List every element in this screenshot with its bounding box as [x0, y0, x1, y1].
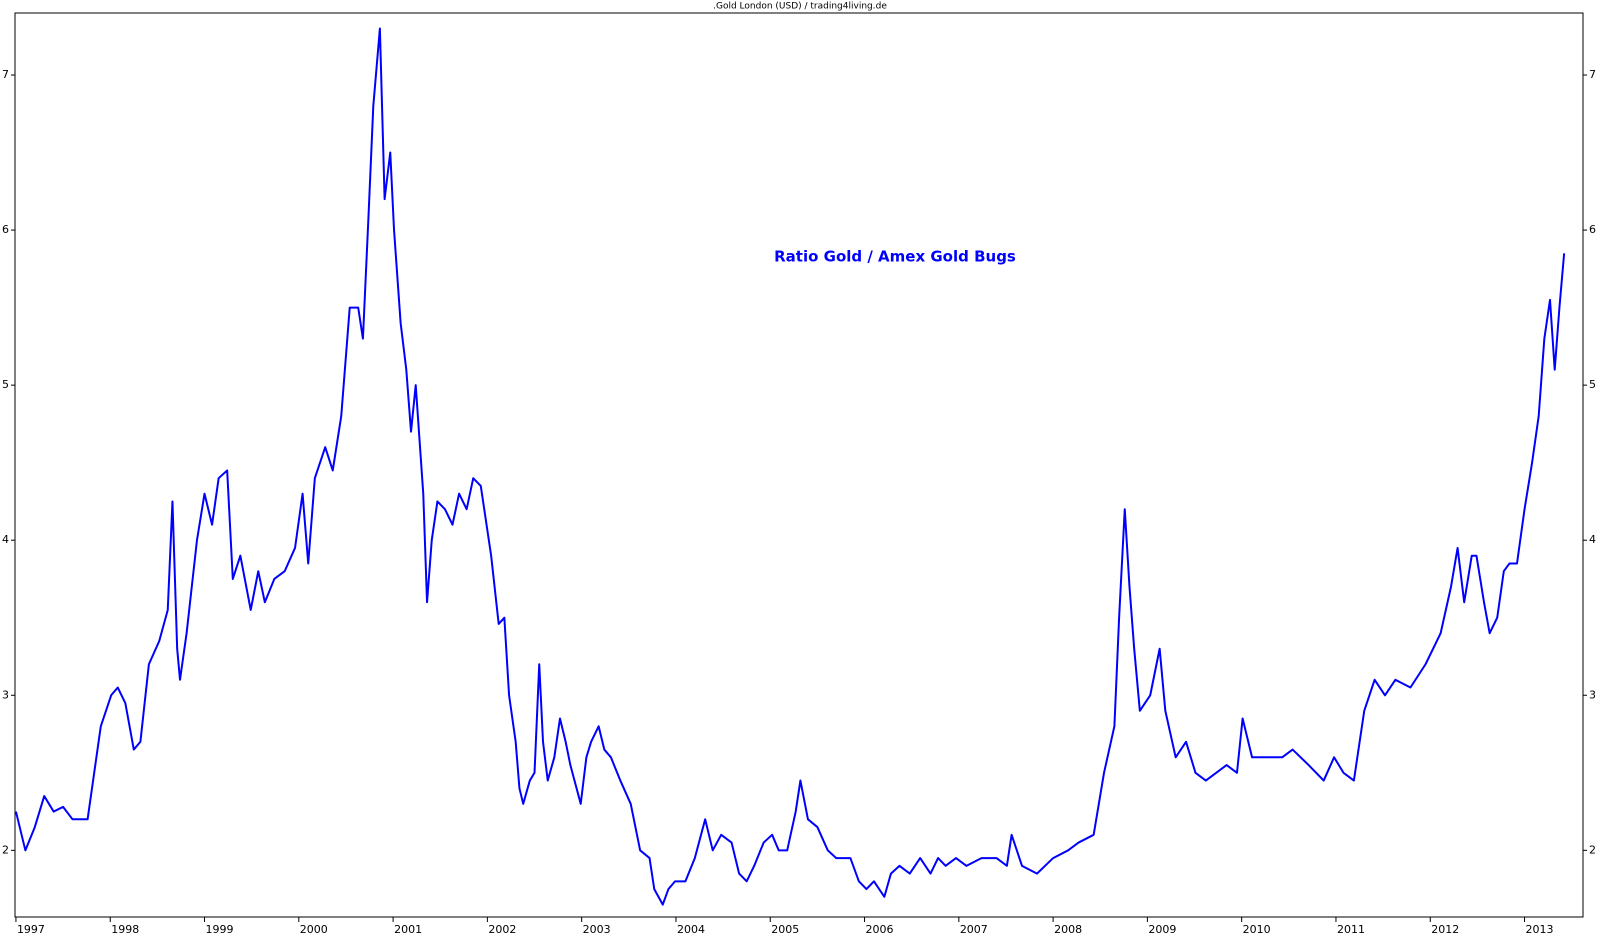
y-tick-label: 3	[2, 688, 9, 701]
x-tick-label: 2003	[583, 923, 611, 936]
x-tick-label: 1999	[206, 923, 234, 936]
x-tick-label: 1998	[111, 923, 139, 936]
y2-tick-label: 3	[1589, 688, 1596, 701]
y2-tick-label: 6	[1589, 223, 1596, 236]
annotation: Ratio Gold / Amex Gold Bugs	[774, 248, 1016, 266]
y2-tick-label: 2	[1589, 843, 1596, 856]
x-tick-label: 2009	[1148, 923, 1176, 936]
chart-title: .Gold London (USD) / trading4living.de	[713, 2, 887, 12]
x-tick-label: 2002	[488, 923, 516, 936]
x-tick-label: 2001	[394, 923, 422, 936]
x-tick-label: 2008	[1054, 923, 1082, 936]
x-tick-label: 2000	[300, 923, 328, 936]
x-tick-label: 2007	[960, 923, 988, 936]
data-line	[14, 27, 1566, 906]
x-tick-label: 2013	[1526, 923, 1554, 936]
y2-tick-label: 4	[1589, 533, 1596, 546]
x-tick-label: 2011	[1337, 923, 1365, 936]
y-tick-label: 2	[2, 843, 9, 856]
y-tick-label: 5	[2, 378, 9, 391]
x-tick-label: 2005	[771, 923, 799, 936]
plot-frame	[14, 12, 1584, 918]
x-tick-label: 2004	[677, 923, 705, 936]
y2-tick-label: 7	[1589, 68, 1596, 81]
y-tick-label: 7	[2, 68, 9, 81]
y2-tick-label: 5	[1589, 378, 1596, 391]
x-tick-label: 1997	[17, 923, 45, 936]
y-tick-label: 6	[2, 223, 9, 236]
y-tick-label: 4	[2, 533, 9, 546]
x-tick-label: 2006	[866, 923, 894, 936]
x-tick-label: 2012	[1431, 923, 1459, 936]
x-tick-label: 2010	[1243, 923, 1271, 936]
